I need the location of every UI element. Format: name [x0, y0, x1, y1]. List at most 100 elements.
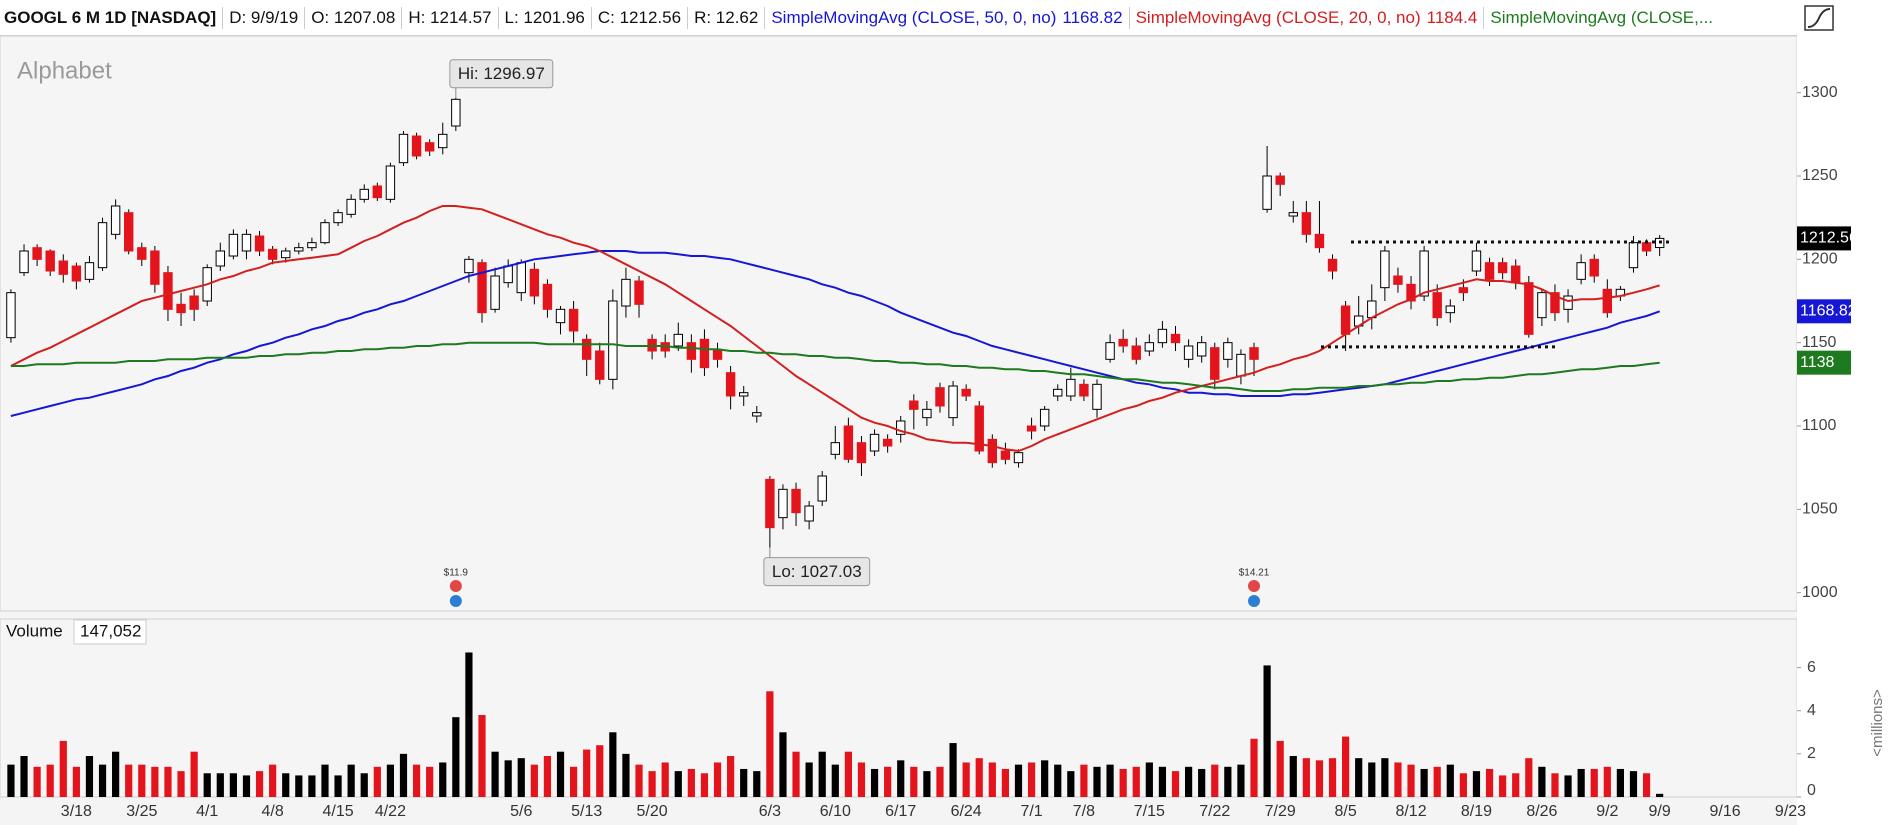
candle-body	[1511, 265, 1521, 284]
volume-bar	[347, 764, 355, 797]
x-tick-label: 9/16	[1710, 803, 1741, 820]
legend-entry: SimpleMovingAvg (CLOSE, 20, 0, no)	[1128, 6, 1427, 29]
price-tag: 1168.82	[1800, 303, 1857, 320]
volume-bar	[936, 766, 944, 797]
candle-body	[411, 135, 422, 157]
volume-bar	[439, 762, 447, 797]
candle-body	[1210, 347, 1220, 380]
candle-body	[71, 265, 82, 282]
volume-bar	[556, 751, 565, 797]
volume-bar	[1629, 771, 1638, 797]
event-label: $11.9	[444, 568, 469, 579]
volume-bar	[530, 764, 538, 797]
candle-body	[1262, 175, 1272, 210]
volume-bar	[33, 766, 41, 797]
volume-bar	[831, 764, 839, 797]
candle-body	[542, 283, 553, 310]
candle-body	[686, 342, 697, 360]
header: GOOGL 6 M 1D [NASDAQ] D: 9/9/19 O: 1207.…	[0, 0, 1797, 36]
x-tick-label: 9/9	[1649, 803, 1671, 820]
x-tick-label: 5/20	[637, 803, 668, 820]
candle-body	[712, 348, 723, 360]
x-tick-label: 7/15	[1134, 803, 1165, 820]
candle-body	[1445, 305, 1455, 314]
candle-body	[281, 250, 291, 259]
volume-bar	[1171, 771, 1180, 797]
candle-body	[1196, 342, 1207, 357]
candle-body	[1131, 345, 1141, 360]
volume-bar	[321, 764, 329, 797]
volume-bar	[504, 760, 512, 797]
candle-body	[1524, 282, 1534, 335]
candle-body	[1589, 258, 1599, 277]
candle-body	[621, 278, 631, 307]
candle-body	[1537, 292, 1547, 319]
volume-bar	[269, 764, 277, 797]
volume-bar	[648, 771, 656, 797]
candle-body	[856, 442, 867, 464]
volume-bar	[988, 762, 996, 797]
candle-body	[1066, 378, 1076, 397]
volume-bar	[491, 751, 499, 797]
y-tick-label: 1100	[1802, 417, 1837, 434]
volume-bar	[1027, 762, 1036, 797]
candle-body	[1471, 250, 1482, 272]
legend-entry: SimpleMovingAvg (CLOSE, 50, 0, no)	[764, 6, 1062, 29]
candle-body	[1026, 425, 1037, 432]
event-icon	[449, 595, 462, 607]
candle-body	[791, 488, 801, 514]
volume-bar	[399, 753, 408, 797]
volume-bar	[1420, 768, 1428, 797]
candle-body	[935, 387, 945, 407]
volume-bar	[465, 652, 473, 797]
candle-body	[987, 438, 998, 464]
volume-bar	[1080, 764, 1088, 797]
volume-bar	[20, 756, 28, 797]
volume-bar	[857, 762, 866, 797]
volume-bar	[1315, 760, 1324, 797]
y-tick-label: 1150	[1802, 334, 1837, 351]
volume-bar	[1054, 764, 1062, 797]
candle-body	[1223, 342, 1233, 360]
candle-body	[1170, 333, 1181, 344]
candle-body	[1602, 288, 1613, 314]
candle-body	[1013, 452, 1024, 464]
y-tick-label: 1200	[1802, 251, 1838, 268]
x-tick-label: 7/1	[1020, 803, 1042, 820]
candle-body	[1118, 338, 1128, 347]
candle-body	[568, 308, 579, 332]
volume-bar	[1590, 768, 1598, 797]
candle-body	[359, 188, 369, 200]
volume-bar	[1512, 773, 1520, 797]
volume-bar	[1158, 766, 1167, 797]
candle-body	[84, 262, 95, 280]
price-tag: 1138	[1800, 354, 1835, 371]
candle-body	[1249, 347, 1259, 360]
candle-body	[804, 505, 814, 522]
candle-body	[1380, 250, 1390, 289]
candle-body	[516, 262, 526, 294]
volume-bar	[1433, 766, 1441, 797]
candle-body	[581, 338, 592, 360]
volume-bar	[1394, 762, 1402, 797]
y-tick-label: 2	[1807, 745, 1816, 762]
x-tick-label: 6/10	[820, 803, 851, 820]
volume-bar	[373, 766, 381, 797]
volume-bar	[1237, 764, 1245, 797]
candle-body	[438, 133, 448, 149]
volume-bar	[1472, 771, 1481, 797]
volume-bar	[164, 766, 172, 797]
x-tick-label: 6/24	[951, 803, 982, 820]
watermark: Alphabet	[17, 57, 112, 84]
header-item: C: 1212.56	[590, 6, 687, 29]
volume-bar	[1525, 758, 1533, 797]
volume-bar	[1328, 758, 1337, 797]
volume-bar	[7, 764, 15, 797]
candle-body	[228, 233, 239, 257]
symbol: GOOGL 6 M 1D [NASDAQ]	[4, 7, 217, 27]
candle-body	[673, 333, 683, 347]
volume-bar	[112, 751, 120, 797]
volume-bar	[1289, 756, 1297, 797]
candle-body	[398, 133, 409, 164]
x-tick-label: 7/8	[1073, 803, 1095, 820]
